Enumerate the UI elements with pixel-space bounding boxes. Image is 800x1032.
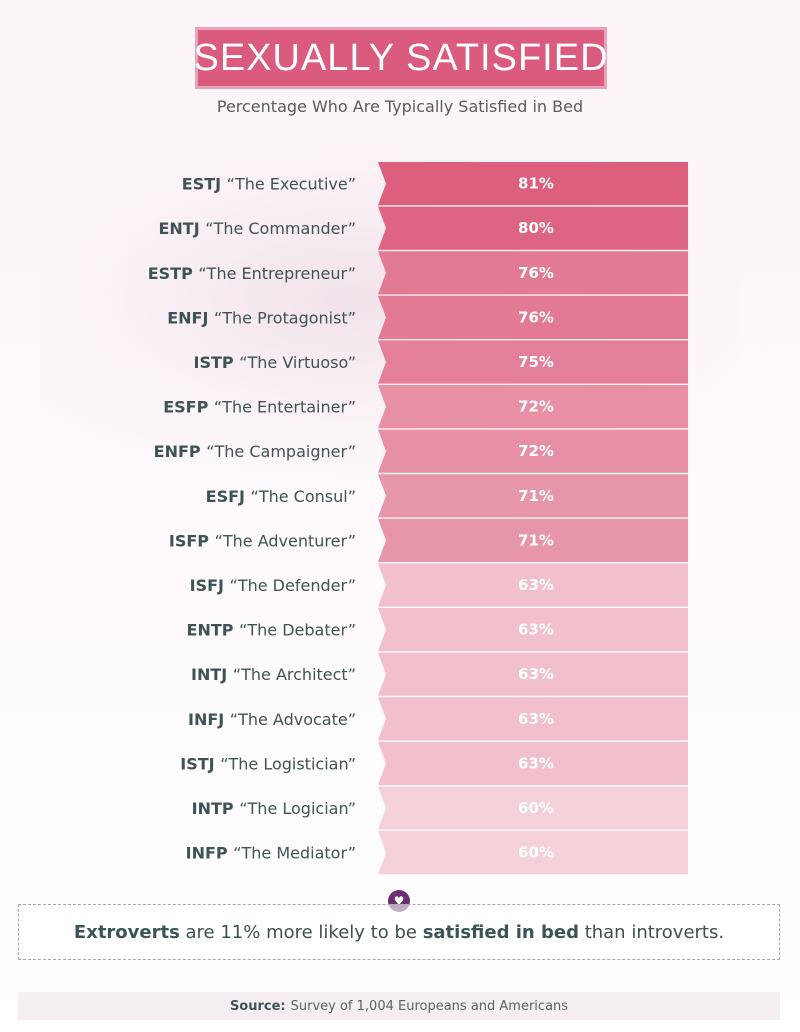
bar-estp: [378, 251, 688, 295]
bar-entp: [378, 608, 688, 652]
category-name: “The Commander”: [205, 219, 356, 238]
source-text: Survey of 1,004 Europeans and Americans: [290, 998, 569, 1014]
bar-isfj: [378, 563, 688, 607]
callout-text-2: than introverts.: [578, 921, 725, 943]
category-name: “The Adventurer”: [215, 531, 356, 550]
value-label-entp: 63%: [518, 621, 554, 639]
category-code: ENFP: [154, 442, 207, 461]
category-code: INTJ: [191, 665, 233, 684]
category-label-istj: ISTJ “The Logistician”: [180, 754, 356, 773]
category-code: ENTP: [187, 621, 240, 640]
bar-infp: [378, 831, 688, 875]
bar-istj: [378, 741, 688, 785]
category-label-infp: INFP “The Mediator”: [186, 844, 356, 863]
value-label-intp: 60%: [518, 799, 554, 817]
category-name: “The Logistician”: [220, 754, 356, 773]
category-name: “The Mediator”: [233, 844, 356, 863]
title-banner: SEXUALLY SATISFIED: [193, 30, 608, 86]
category-label-intp: INTP “The Logician”: [192, 799, 356, 818]
category-name: “The Advocate”: [230, 710, 356, 729]
bar-esfj: [378, 474, 688, 518]
category-label-estj: ESTJ “The Executive”: [182, 175, 356, 194]
bar-entj: [378, 206, 688, 250]
category-name: “The Debater”: [239, 621, 356, 640]
bar-intp: [378, 786, 688, 830]
category-code: ISFP: [169, 531, 215, 550]
value-label-isfp: 71%: [518, 531, 554, 549]
category-name: “The Architect”: [233, 665, 356, 684]
callout-text: Extroverts are 11% more likely to be sat…: [74, 922, 724, 943]
category-label-intj: INTJ “The Architect”: [191, 665, 356, 684]
category-label-infj: INFJ “The Advocate”: [188, 710, 356, 729]
category-name: “The Campaigner”: [206, 442, 356, 461]
category-code: ESFP: [163, 398, 214, 417]
category-code: ISTP: [194, 353, 240, 372]
page-title: SEXUALLY SATISFIED: [193, 36, 609, 79]
category-label-enfj: ENFJ “The Protagonist”: [167, 308, 356, 327]
category-code: ENFJ: [167, 308, 214, 327]
category-name: “The Virtuoso”: [239, 353, 356, 372]
value-label-esfp: 72%: [518, 398, 554, 416]
bar-enfp: [378, 429, 688, 473]
value-label-isfj: 63%: [518, 576, 554, 594]
value-label-infp: 60%: [518, 844, 554, 862]
subtitle: Percentage Who Are Typically Satisfied i…: [216, 97, 584, 116]
category-name: “The Logician”: [239, 799, 356, 818]
bar-isfp: [378, 518, 688, 562]
bar-esfp: [378, 385, 688, 429]
callout-bold-1: Extroverts: [73, 921, 180, 943]
bar-enfj: [378, 295, 688, 339]
value-label-enfp: 72%: [518, 442, 554, 460]
bar-estj: [378, 162, 688, 206]
category-code: ENTJ: [158, 219, 205, 238]
value-label-istp: 75%: [518, 353, 554, 371]
category-code: ISFJ: [190, 576, 230, 595]
value-label-intj: 63%: [518, 665, 554, 683]
value-label-istj: 63%: [518, 754, 554, 772]
category-label-istp: ISTP “The Virtuoso”: [194, 353, 356, 372]
category-label-entj: ENTJ “The Commander”: [158, 219, 356, 238]
category-code: INFP: [186, 844, 234, 863]
category-code: INFJ: [188, 710, 230, 729]
category-label-esfp: ESFP “The Entertainer”: [163, 398, 356, 417]
value-label-infj: 63%: [518, 710, 554, 728]
category-code: INTP: [192, 799, 240, 818]
value-label-estp: 76%: [518, 264, 554, 282]
bar-istp: [378, 340, 688, 384]
category-name: “The Executive”: [227, 175, 356, 194]
value-label-estj: 81%: [518, 175, 554, 193]
source-label: Source:: [229, 998, 286, 1014]
category-label-esfj: ESFJ “The Consul”: [206, 487, 356, 506]
category-name: “The Protagonist”: [214, 308, 356, 327]
category-name: “The Consul”: [251, 487, 356, 506]
callout-box: Extroverts are 11% more likely to be sat…: [18, 904, 780, 960]
category-label-isfp: ISFP “The Adventurer”: [169, 531, 356, 550]
category-code: ESFJ: [206, 487, 251, 506]
category-label-estp: ESTP “The Entrepreneur”: [148, 264, 356, 283]
callout-bold-2: satisfied in bed: [422, 921, 579, 943]
category-code: ISTJ: [180, 754, 220, 773]
category-label-entp: ENTP “The Debater”: [187, 621, 356, 640]
category-code: ESTP: [148, 264, 199, 283]
category-label-enfp: ENFP “The Campaigner”: [154, 442, 356, 461]
category-code: ESTJ: [182, 175, 227, 194]
category-name: “The Entrepreneur”: [198, 264, 356, 283]
category-name: “The Entertainer”: [214, 398, 356, 417]
value-label-enfj: 76%: [518, 308, 554, 326]
category-label-isfj: ISFJ “The Defender”: [190, 576, 356, 595]
bar-chart: 81% ESTJ “The Executive” 80% ENTJ “The Comm…: [148, 162, 688, 875]
value-label-entj: 80%: [518, 219, 554, 237]
callout-text-1: are 11% more likely to be: [179, 921, 423, 943]
bar-infj: [378, 697, 688, 741]
category-name: “The Defender”: [230, 576, 356, 595]
bar-intj: [378, 652, 688, 696]
value-label-esfj: 71%: [518, 487, 554, 505]
source-footer: Source: Survey of 1,004 Europeans and Am…: [18, 992, 780, 1020]
